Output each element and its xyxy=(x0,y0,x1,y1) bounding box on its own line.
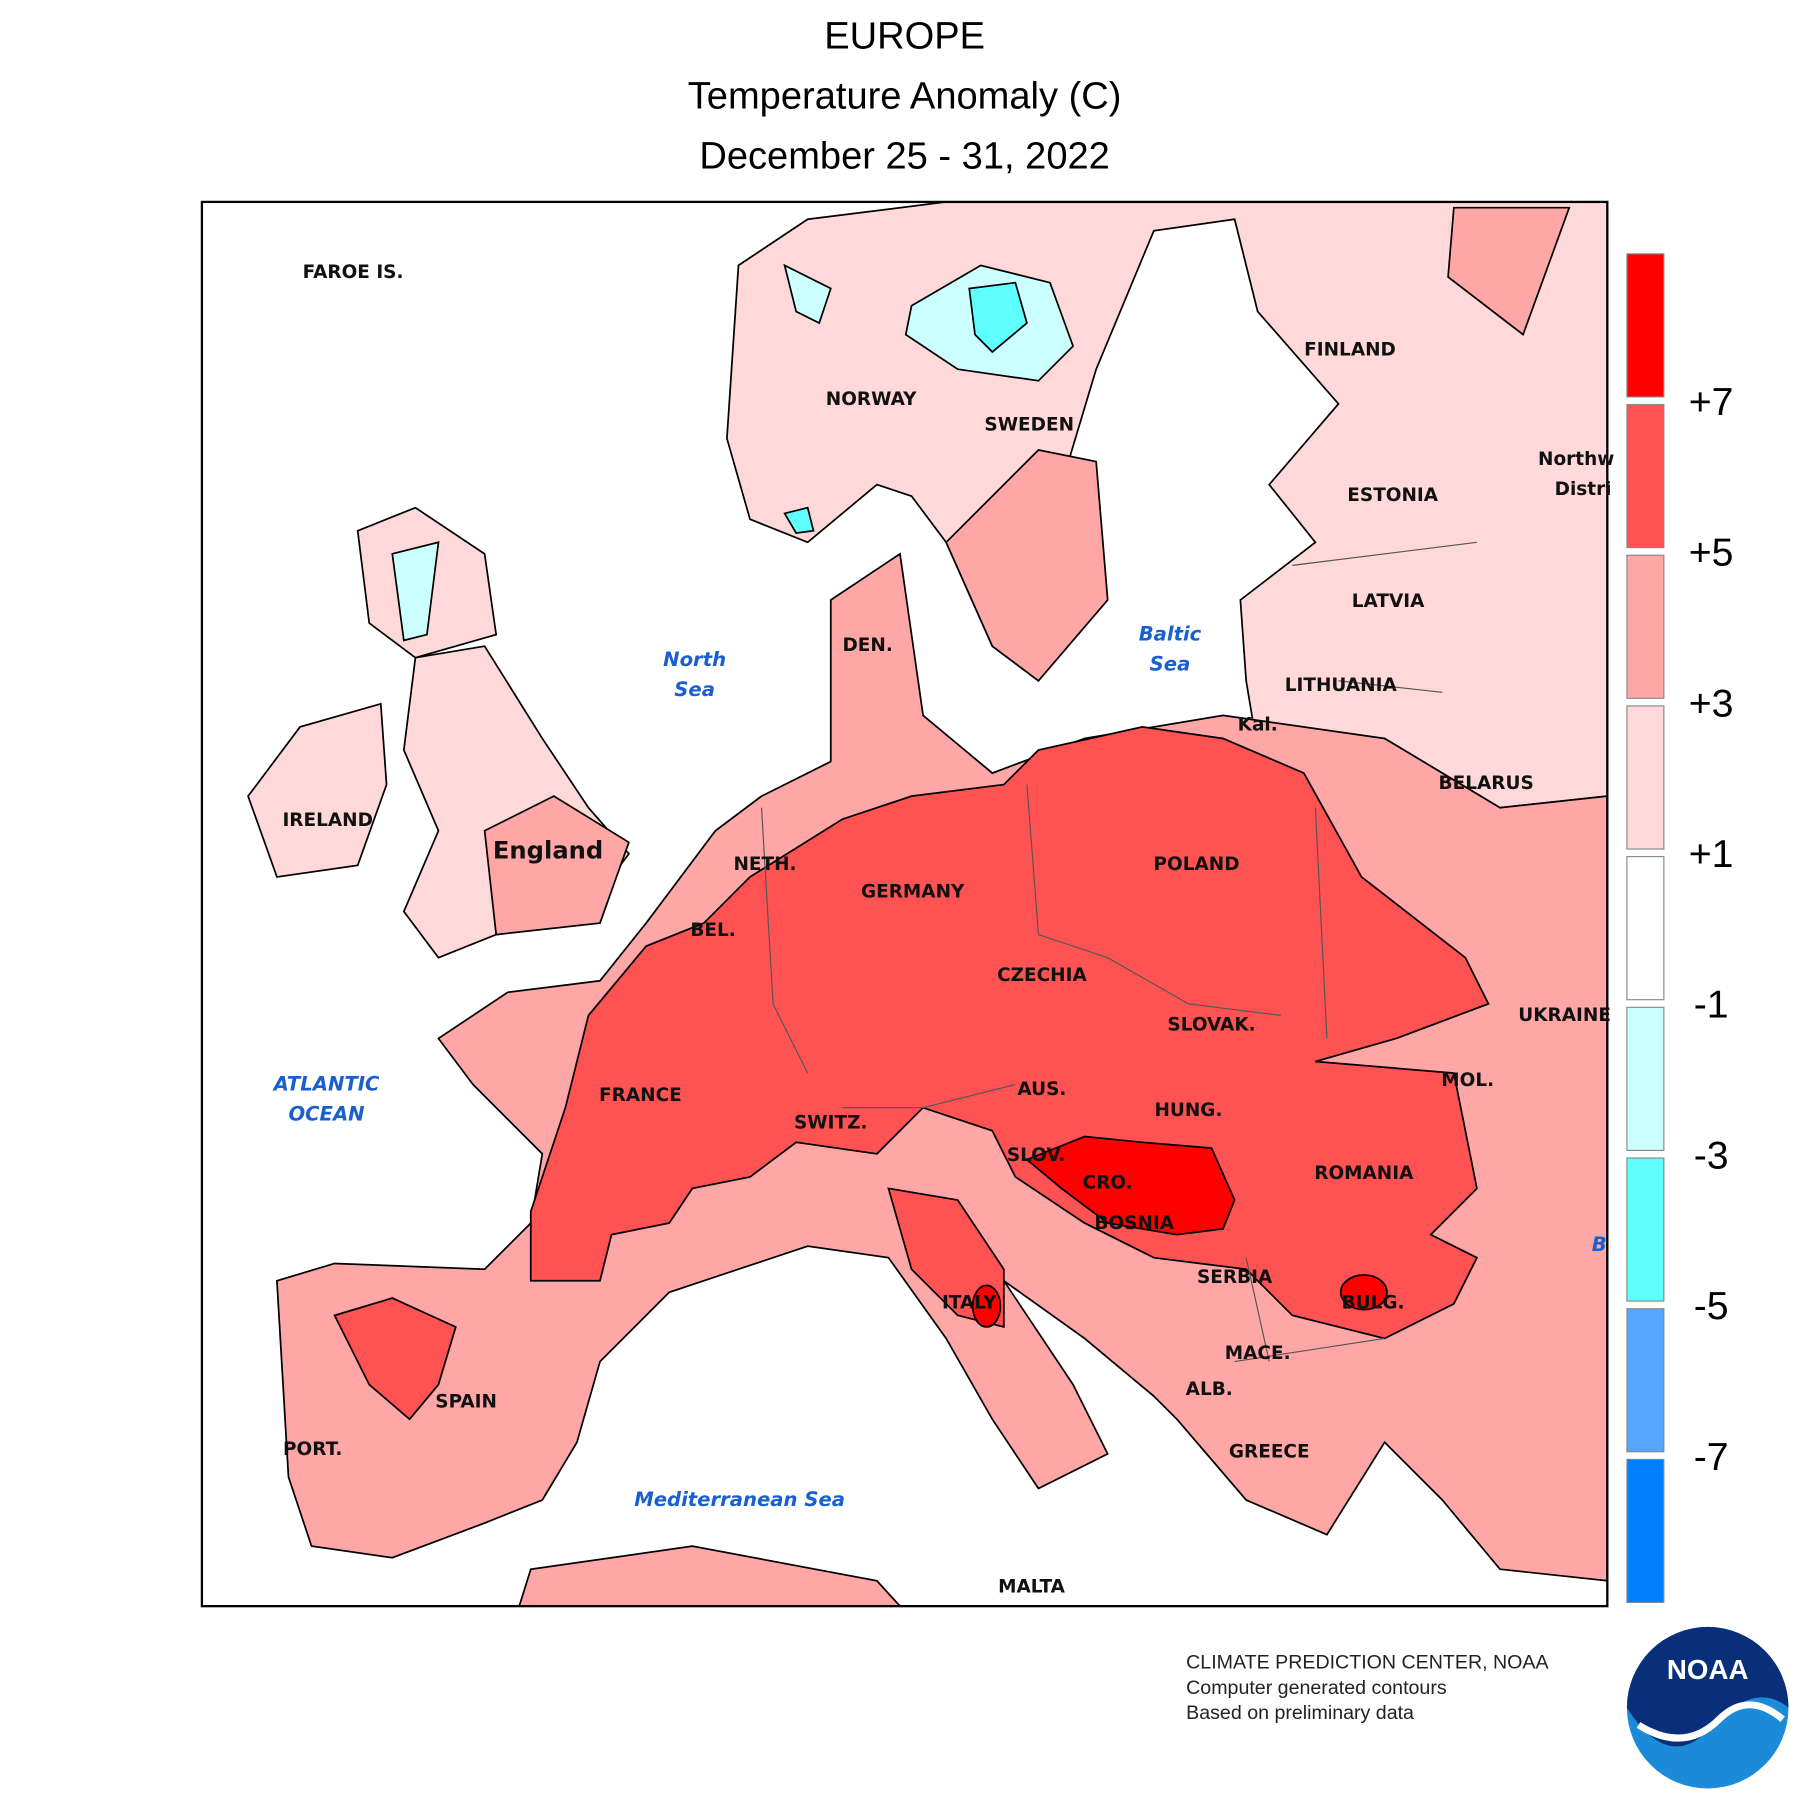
legend-label: +7 xyxy=(1689,380,1734,424)
legend-label: -5 xyxy=(1694,1284,1729,1328)
country-label: HUNG. xyxy=(1154,1100,1222,1121)
sea-label: Sea xyxy=(1150,652,1191,675)
legend-swatch xyxy=(1626,1157,1665,1302)
country-label: FINLAND xyxy=(1304,339,1396,360)
land xyxy=(1447,206,1571,337)
legend-label: +1 xyxy=(1689,832,1734,876)
sea-label: Baltic xyxy=(1139,622,1202,645)
land xyxy=(483,795,630,936)
land xyxy=(1025,1135,1236,1236)
country-label: NETH. xyxy=(733,854,796,875)
credit: Based on preliminary data xyxy=(1186,1702,1414,1724)
country-label: ALB. xyxy=(1186,1379,1233,1400)
legend-label: +5 xyxy=(1689,531,1734,575)
country-label: SERBIA xyxy=(1197,1267,1273,1288)
country-label: LATVIA xyxy=(1352,591,1425,612)
country-label: BEL. xyxy=(690,920,735,941)
noaa-logo: NOAA xyxy=(1626,1626,1789,1789)
country-label: LITHUANIA xyxy=(1285,675,1398,696)
country-label: GREECE xyxy=(1229,1441,1310,1462)
land xyxy=(529,726,1490,1340)
country-label: SLOV. xyxy=(1007,1145,1066,1166)
legend-swatch xyxy=(1626,253,1665,398)
country-label: MACE. xyxy=(1225,1343,1291,1364)
country-label: UKRAINE xyxy=(1518,1005,1611,1026)
credit: Computer generated contours xyxy=(1186,1677,1447,1699)
land xyxy=(968,281,1028,354)
legend-swatch xyxy=(1626,856,1665,1001)
land xyxy=(783,263,832,325)
land xyxy=(391,541,440,642)
country-label: Distri xyxy=(1555,479,1612,500)
country-label: SPAIN xyxy=(435,1392,497,1413)
country-label: FAROE IS. xyxy=(303,262,404,283)
land xyxy=(887,1187,1005,1329)
country-label: ROMANIA xyxy=(1314,1163,1414,1184)
sea-label: B xyxy=(1592,1233,1607,1256)
footer: CLIMATE PREDICTION CENTER, NOAA Computer… xyxy=(1186,1651,1549,1724)
sea-label: ATLANTIC xyxy=(272,1072,380,1095)
country-label: Kal. xyxy=(1238,714,1278,735)
legend-label: -1 xyxy=(1694,983,1729,1027)
country-label: SWITZ. xyxy=(794,1112,868,1133)
region-title: EUROPE xyxy=(824,15,985,57)
country-label: IRELAND xyxy=(282,810,372,831)
land xyxy=(783,506,815,535)
period: December 25 - 31, 2022 xyxy=(699,135,1109,177)
legend-swatch xyxy=(1626,554,1665,699)
legend-swatch xyxy=(1626,1458,1665,1604)
country-label: CZECHIA xyxy=(997,965,1087,986)
country-label: SLOVAK. xyxy=(1167,1014,1255,1035)
land xyxy=(518,1545,902,1607)
map-frame xyxy=(200,200,1609,1608)
country-label: MALTA xyxy=(998,1576,1066,1597)
land xyxy=(247,702,388,878)
country-label: NORWAY xyxy=(826,389,917,410)
land xyxy=(945,449,1109,682)
country-label: DEN. xyxy=(842,635,892,656)
country-label: BULG. xyxy=(1342,1292,1405,1313)
legend-label: -3 xyxy=(1694,1133,1729,1177)
country-label: Northw xyxy=(1538,449,1614,470)
legend-swatch xyxy=(1626,1308,1665,1453)
logo-text: NOAA xyxy=(1667,1654,1749,1685)
country-label: PORT. xyxy=(283,1439,342,1460)
legend-swatch xyxy=(1626,705,1665,850)
land xyxy=(971,1284,1002,1328)
country-label: CRO. xyxy=(1083,1172,1133,1193)
legend-label: +3 xyxy=(1689,681,1734,725)
land xyxy=(1339,1274,1388,1311)
map-title: Temperature Anomaly (C) xyxy=(688,75,1122,117)
sea-label: Sea xyxy=(674,678,715,701)
land xyxy=(333,1297,457,1421)
country-label: AUS. xyxy=(1017,1079,1066,1100)
country-label: MOL. xyxy=(1441,1070,1494,1091)
country-label: FRANCE xyxy=(599,1085,682,1106)
country-label: BELARUS xyxy=(1439,773,1534,794)
credit: CLIMATE PREDICTION CENTER, NOAA xyxy=(1186,1651,1549,1673)
country-label: POLAND xyxy=(1154,854,1240,875)
country-label: ESTONIA xyxy=(1347,485,1438,506)
map xyxy=(201,201,1608,1607)
sea-label: OCEAN xyxy=(289,1102,365,1125)
sea-label: Mediterranean Sea xyxy=(634,1488,845,1511)
sea-label: North xyxy=(663,648,726,671)
country-label: GERMANY xyxy=(861,882,965,903)
country-label: SWEDEN xyxy=(984,414,1074,435)
country-label: ITALY xyxy=(942,1292,997,1313)
country-label: England xyxy=(493,836,603,864)
legend-swatch xyxy=(1626,1006,1665,1151)
legend-label: -7 xyxy=(1694,1435,1729,1479)
legend-swatch xyxy=(1626,403,1665,549)
country-label: BOSNIA xyxy=(1094,1213,1174,1234)
